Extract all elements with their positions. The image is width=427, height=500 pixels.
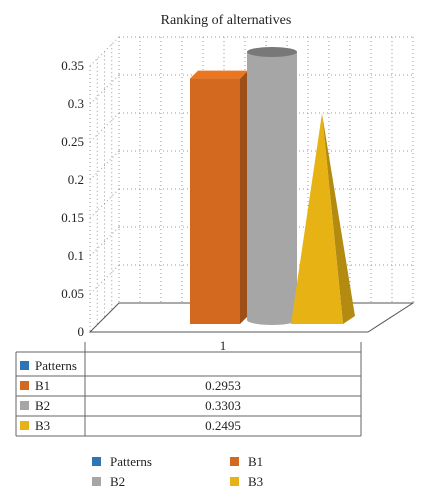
bar-b1-side	[240, 70, 248, 325]
legend-swatch	[92, 477, 101, 486]
gridline	[89, 226, 120, 257]
plot-area	[190, 46, 355, 326]
bar-b1-top	[190, 70, 248, 79]
table-swatch	[20, 421, 29, 430]
table-series-label: B2	[35, 398, 50, 413]
y-tick-label: 0.1	[68, 248, 84, 263]
table-value: 0.2953	[205, 378, 241, 393]
floor	[88, 302, 415, 333]
table-swatch	[20, 401, 29, 410]
bar-b2-top	[247, 46, 297, 57]
table-series-label: B3	[35, 418, 50, 433]
table-value: 0.2495	[205, 418, 241, 433]
y-tick-label: 0.05	[61, 286, 84, 301]
legend-swatch	[230, 477, 239, 486]
gridline	[89, 74, 120, 105]
table-series-label: B1	[35, 378, 50, 393]
bar-b2	[247, 51, 297, 326]
chart-title: Ranking of alternatives	[161, 13, 292, 28]
legend-label: B3	[248, 474, 263, 489]
legend-swatch	[230, 457, 239, 466]
bar-b3-side	[322, 113, 355, 324]
gridline	[89, 150, 120, 181]
y-tick-label: 0.3	[68, 96, 84, 111]
y-tick-label: 0.2	[68, 172, 84, 187]
legend-label: B2	[110, 474, 125, 489]
legend-label: B1	[248, 454, 263, 469]
bar-b3	[291, 113, 343, 324]
table-header-category: 1	[220, 338, 227, 353]
table-value: 0.3303	[205, 398, 241, 413]
y-axis: 0 0.05 0.1 0.15 0.2 0.25 0.3 0.35	[61, 58, 84, 339]
y-tick-label: 0.15	[61, 210, 84, 225]
legend-swatch	[92, 457, 101, 466]
data-table: 1 Patterns B1 0.2953 B2 0.3303 B3 0.2495	[15, 338, 362, 437]
bar-b1	[190, 78, 240, 325]
y-tick-label: 0	[78, 324, 85, 339]
legend: Patterns B1 B2 B3	[92, 454, 263, 489]
table-swatch	[20, 361, 29, 370]
table-swatch	[20, 381, 29, 390]
y-tick-label: 0.35	[61, 58, 84, 73]
table-series-label: Patterns	[35, 358, 77, 373]
legend-label: Patterns	[110, 454, 152, 469]
y-tick-label: 0.25	[61, 134, 84, 149]
